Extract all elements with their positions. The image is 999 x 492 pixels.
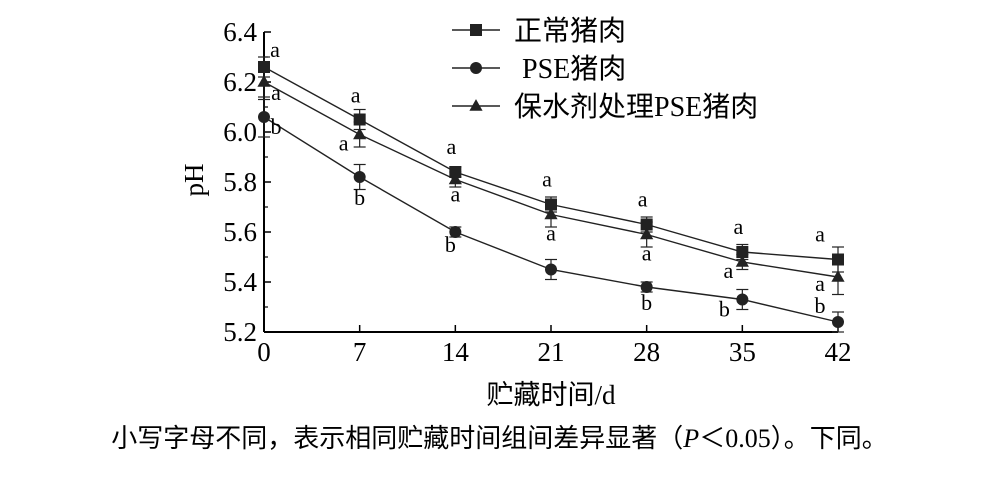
data-point — [545, 263, 557, 276]
data-point — [544, 207, 558, 220]
y-tick-label: 5.6 — [223, 217, 257, 247]
data-point — [736, 246, 749, 258]
y-tick-label: 5.2 — [223, 317, 257, 347]
data-point — [449, 226, 462, 238]
data-point — [448, 172, 462, 185]
data-point — [353, 127, 367, 140]
ph-line-chart: 5.25.45.65.86.06.26.40 7 14 21 28 35 42 aaaaaa… — [179, 15, 852, 410]
data-point — [640, 227, 654, 240]
p-value-symbol: P — [683, 424, 700, 453]
significance-letter: a — [638, 187, 648, 212]
x-tick-label: 21 — [538, 337, 565, 367]
significance-letter: a — [446, 134, 456, 159]
caption-text-end: ＜0.05）。下同。 — [699, 424, 888, 453]
significance-letter: b — [719, 297, 730, 322]
circle-legend-marker — [470, 62, 482, 74]
significance-letter: a — [450, 182, 460, 207]
significance-letter: a — [339, 131, 349, 156]
significance-letter: b — [641, 290, 652, 315]
significance-letter: b — [271, 114, 282, 139]
triangle-legend-marker — [469, 99, 483, 111]
significance-letter: a — [270, 37, 280, 62]
data-point — [258, 61, 270, 73]
data-point — [640, 218, 653, 231]
significance-letter: a — [546, 221, 556, 246]
significance-letter: b — [815, 293, 826, 318]
significance-letter: a — [815, 222, 825, 247]
x-tick-label: 42 — [825, 337, 852, 367]
data-point — [545, 198, 557, 211]
y-tick-label: 5.8 — [223, 167, 257, 197]
y-tick-label: 5.4 — [223, 267, 257, 297]
legend-label: 保水剂处理PSE猪肉 — [514, 91, 758, 123]
legend-label: 正常猪肉 — [514, 15, 626, 47]
y-tick-label: 6.2 — [223, 67, 257, 97]
x-tick-label: 28 — [633, 337, 660, 367]
x-axis-label: 贮藏时间/d — [486, 380, 616, 410]
x-tick-label: 35 — [729, 337, 756, 367]
x-tick-label: 0 — [257, 337, 271, 367]
significance-letter: b — [445, 232, 456, 257]
data-point — [257, 75, 271, 87]
figure-caption: 小写字母不同，表示相同贮藏时间组间差异显著（P＜0.05）。下同。 — [0, 418, 999, 455]
significance-letter: a — [723, 258, 733, 283]
data-point — [735, 255, 749, 267]
significance-letter: a — [815, 271, 825, 296]
significance-letter: a — [271, 80, 281, 105]
data-point — [832, 253, 844, 266]
axes: 5.2 5.4 5.6 5.8 6.0 6.2 6.4 0 7 14 21 28 35 42 — [223, 17, 851, 367]
y-tick-label: 6.4 — [223, 17, 257, 47]
x-tick-label: 7 — [353, 337, 367, 367]
data-point — [832, 316, 844, 328]
square-legend-marker — [470, 24, 482, 36]
data-point — [736, 293, 749, 306]
x-tick-label: 14 — [442, 337, 470, 367]
significance-letter: a — [642, 241, 652, 266]
data-point — [353, 171, 366, 183]
legend-label: PSE猪肉 — [522, 53, 626, 85]
data-point — [258, 111, 270, 123]
caption-text-start: 小写字母不同，表示相同贮藏时间组间差异显著（ — [111, 424, 684, 453]
y-tick-label: 6.0 — [223, 117, 257, 147]
data-markers — [257, 61, 845, 328]
data-point — [449, 166, 462, 178]
significance-letter: a — [351, 83, 361, 108]
significance-letter: a — [733, 214, 743, 239]
significance-letter: a — [542, 167, 552, 192]
data-point — [831, 270, 845, 282]
y-axis-label: pH — [179, 164, 209, 197]
significance-letter: b — [354, 185, 365, 210]
data-point — [353, 113, 366, 126]
data-point — [640, 281, 653, 293]
